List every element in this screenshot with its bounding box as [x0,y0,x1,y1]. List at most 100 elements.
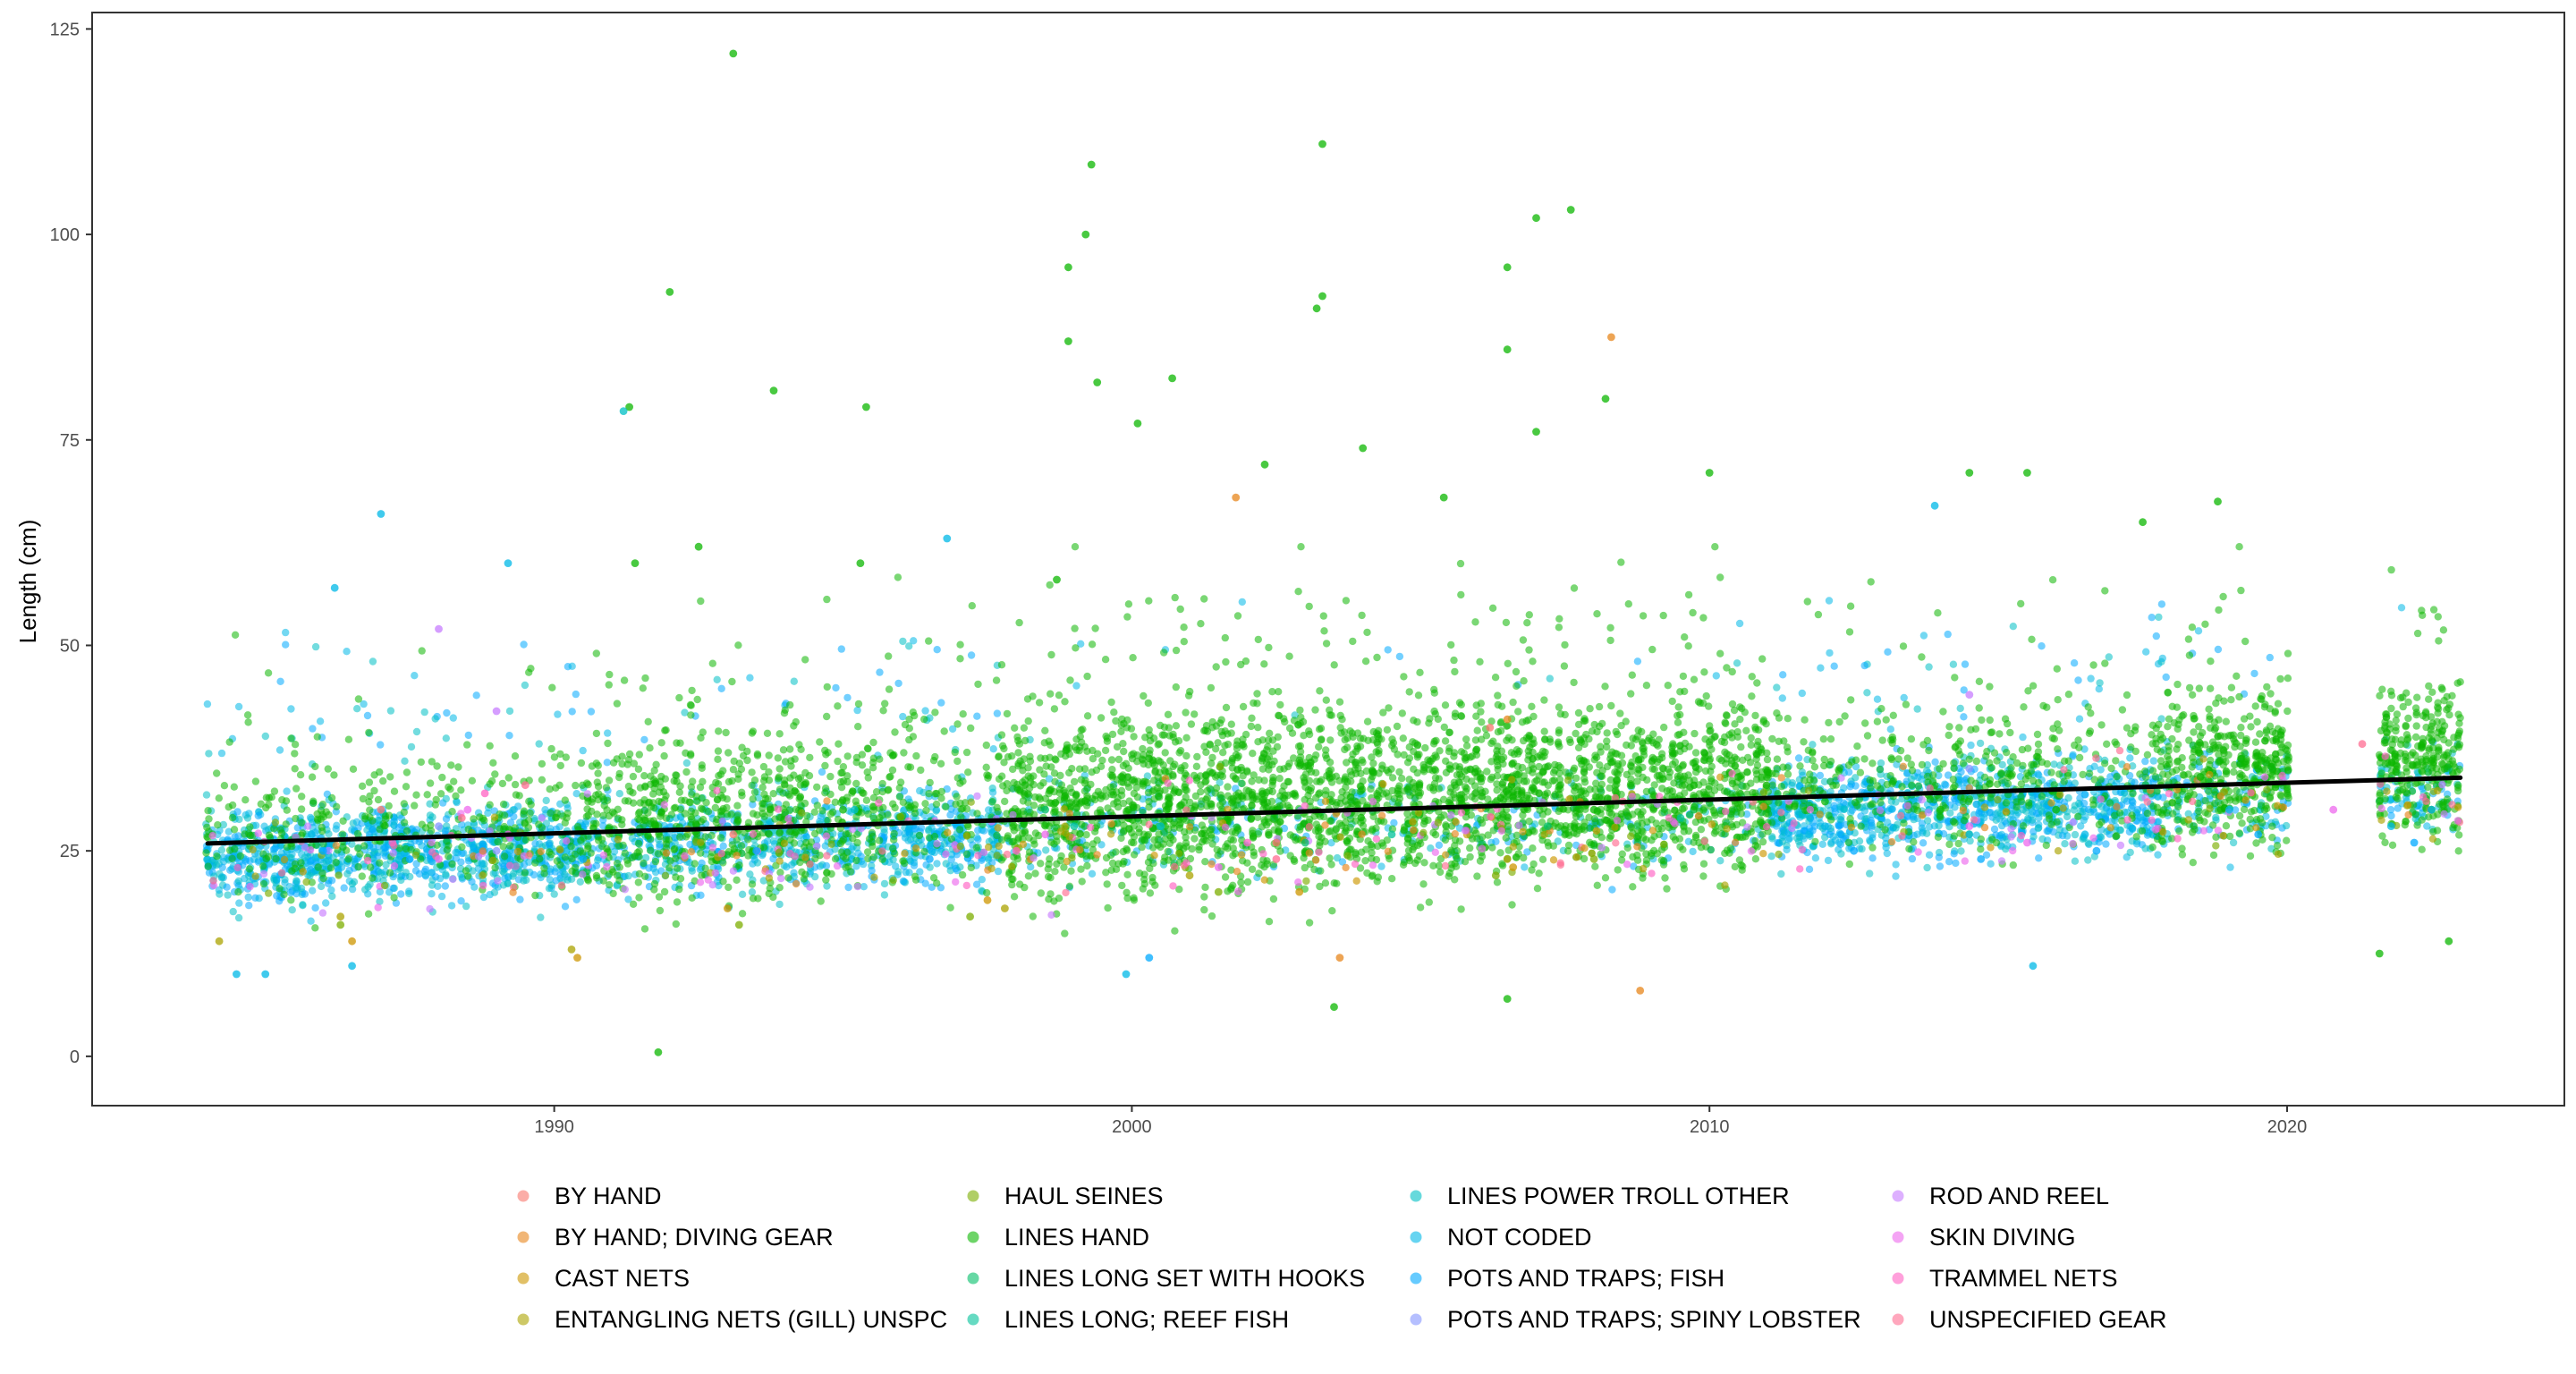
data-point [869,853,878,861]
data-point [421,871,429,879]
data-point [2064,793,2072,802]
data-point [236,852,244,861]
data-point [252,821,260,829]
data-point [1960,686,1968,694]
data-point [561,870,569,878]
data-point [556,861,564,869]
data-point [854,700,863,708]
data-point [275,746,284,754]
data-point [869,832,877,841]
data-point [1056,856,1064,865]
data-point [1067,867,1075,875]
data-point [448,860,456,869]
data-point [905,725,913,733]
data-point [1088,869,1097,878]
data-point [1830,662,1838,670]
data-point [550,890,558,898]
data-point [2035,854,2043,862]
data-point [899,712,907,721]
data-point [613,871,622,879]
data-point [697,891,705,899]
data-point [953,793,961,801]
data-point [597,835,606,844]
data-point [297,805,306,813]
data-point [1395,652,1404,661]
data-point [489,759,497,767]
data-point [737,765,746,774]
data-point [989,745,997,753]
data-point [564,804,572,812]
data-point [818,807,826,815]
data-point [577,759,586,768]
data-point [418,647,426,655]
data-point [547,744,555,753]
data-point [354,695,363,703]
data-point [487,776,496,785]
data-point [572,781,580,790]
data-point [644,809,652,817]
data-point [1103,880,1111,888]
data-point [849,787,857,795]
data-point [500,852,509,861]
data-point [858,761,867,769]
data-point [974,680,982,689]
data-point [282,640,290,649]
data-point [1056,771,1064,780]
data-point [853,838,861,847]
data-point [1868,823,1876,831]
data-point [1966,836,1974,845]
data-point [251,777,260,785]
data-point [652,760,660,768]
data-point [259,862,267,870]
data-point [1055,691,1063,700]
data-point [308,773,317,781]
data-point [606,670,614,679]
data-point [2126,754,2134,762]
data-point [1919,839,1928,847]
data-point [967,651,976,659]
data-point [787,762,795,770]
data-point [1907,775,1915,784]
data-point [556,761,564,770]
data-point [673,864,682,872]
data-point [462,867,470,875]
data-point [1098,756,1106,765]
data-point [775,765,784,773]
data-point [365,778,374,786]
data-point [353,829,362,838]
data-point [624,895,632,903]
data-point [964,768,972,776]
data-point [1091,624,1099,632]
data-point [805,772,814,780]
data-point [2105,653,2113,661]
data-point [283,806,291,814]
data-point [640,859,648,868]
data-point [688,894,696,902]
data-point [1071,624,1079,632]
data-point [1949,660,1958,668]
data-point [899,857,907,865]
data-point [885,685,894,693]
data-point [348,840,356,848]
data-point [936,759,945,768]
data-point [218,863,226,871]
data-point [753,751,762,759]
data-point [2080,791,2089,799]
data-point [592,819,600,827]
data-point [1097,714,1106,722]
data-point [588,798,596,806]
data-point [1072,790,1080,799]
data-point [484,809,492,818]
data-point [1877,815,1885,823]
data-point [1042,846,1050,854]
data-point [203,700,212,708]
data-point [978,876,987,884]
data-point [287,896,295,904]
data-point [542,796,550,805]
data-point [379,776,387,785]
data-point [879,707,887,715]
data-point [763,837,772,845]
data-point [299,901,307,909]
data-point [363,711,372,720]
